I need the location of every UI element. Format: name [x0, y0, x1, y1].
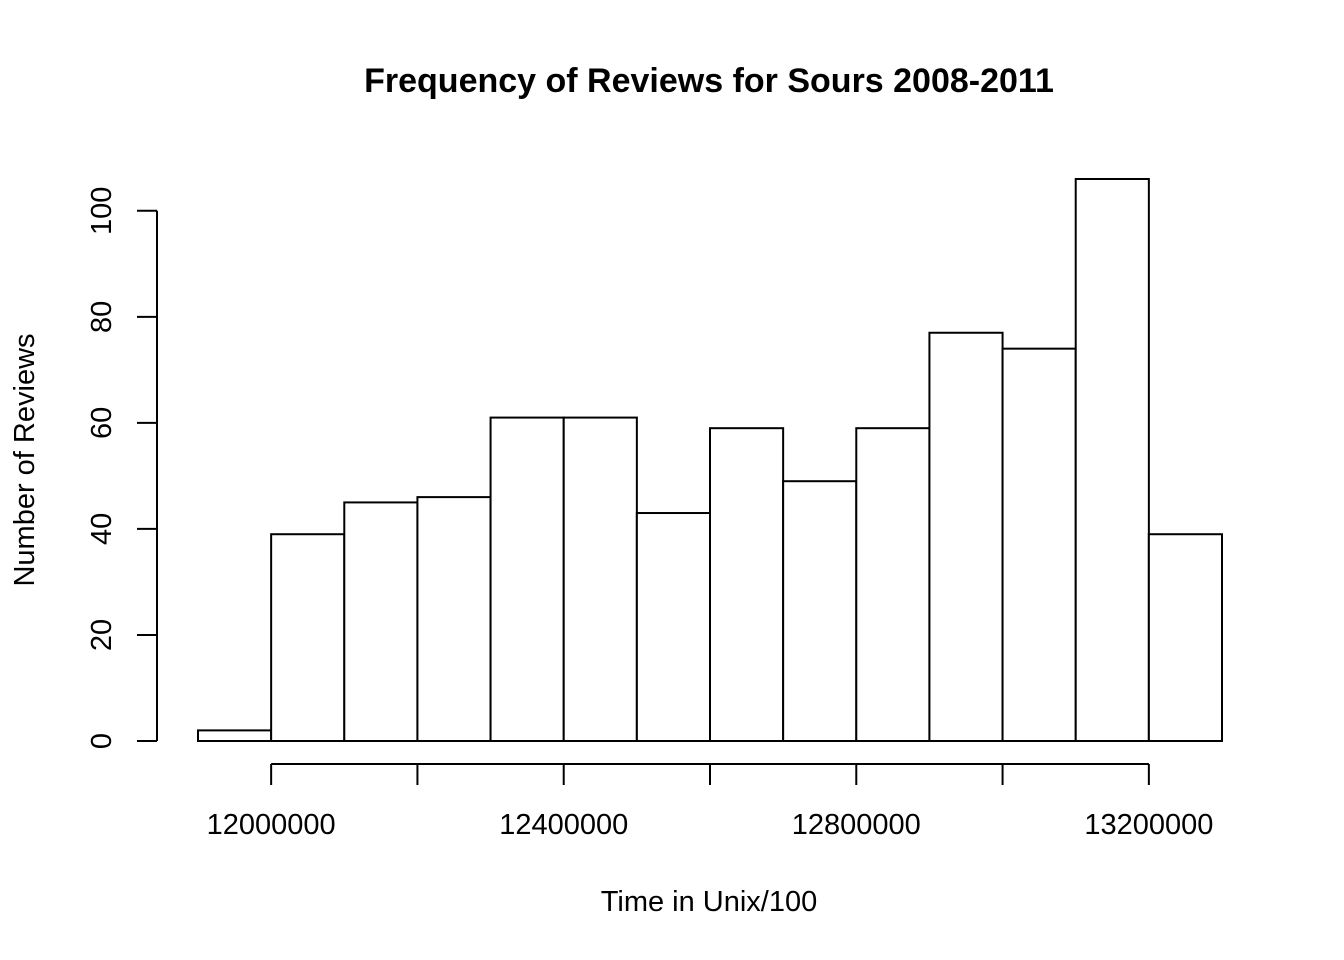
y-tick-label: 60 [86, 407, 118, 439]
histogram-bar [562, 416, 638, 742]
y-tick-label: 100 [86, 187, 118, 235]
x-tick-label: 12000000 [207, 809, 336, 841]
histogram-bar [270, 533, 346, 743]
x-tick-label: 12400000 [499, 809, 628, 841]
y-tick-label: 0 [86, 733, 118, 749]
histogram-bar [709, 427, 785, 742]
x-tick-label: 13200000 [1084, 809, 1213, 841]
y-axis: 0 20 40 60 80 100 [86, 187, 158, 749]
histogram-bar [928, 331, 1004, 742]
histogram-bar [197, 729, 273, 743]
x-axis: 12000000 12400000 12800000 13200000 [207, 763, 1213, 841]
y-tick-label: 80 [86, 301, 118, 333]
y-tick-label: 40 [86, 513, 118, 545]
histogram-bar [343, 501, 419, 742]
histogram-bar [489, 416, 565, 742]
histogram-bar [855, 427, 931, 742]
histogram-bar [1001, 347, 1077, 742]
histogram-bar [635, 512, 711, 742]
x-axis-label: Time in Unix/100 [601, 886, 818, 918]
chart-title: Frequency of Reviews for Sours 2008-2011 [364, 62, 1054, 100]
histogram-bar [416, 496, 492, 743]
histogram-bar [1147, 533, 1224, 743]
histogram-bar [782, 480, 858, 742]
x-tick-label: 12800000 [792, 809, 921, 841]
bars-group [197, 178, 1224, 743]
y-axis-label: Number of Reviews [9, 333, 41, 586]
histogram-bar [1074, 178, 1150, 742]
y-tick-label: 20 [86, 619, 118, 651]
